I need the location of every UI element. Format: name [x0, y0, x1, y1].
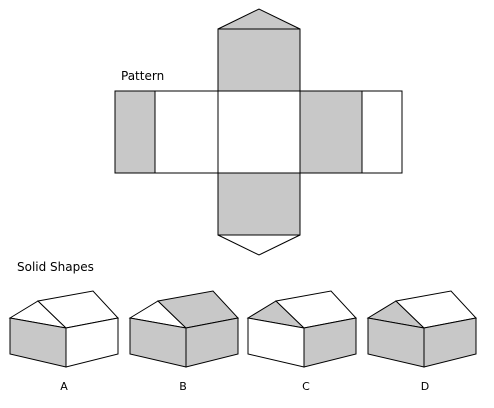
shape-c-side-face	[303, 317, 357, 368]
net-center-face	[217, 90, 301, 174]
option-a-label: A	[60, 380, 68, 393]
net-right-face	[299, 90, 363, 174]
shape-d-side-face	[423, 317, 477, 368]
net-left-face	[154, 90, 219, 174]
option-b-label: B	[179, 380, 187, 393]
net-left-strip	[114, 90, 156, 174]
shape-a-side-face	[65, 317, 119, 368]
pattern-label: Pattern	[121, 69, 164, 83]
net-top-face	[217, 28, 301, 92]
solid-shape-a	[8, 290, 119, 368]
net-right-strip	[361, 90, 403, 174]
net-top-triangle	[217, 8, 301, 30]
option-c-label: C	[302, 380, 310, 393]
net-bottom-face	[217, 172, 301, 236]
solid-shape-b	[128, 290, 239, 368]
shape-b-side-face	[185, 317, 239, 368]
net-bottom-triangle	[217, 234, 301, 256]
option-d-label: D	[421, 380, 429, 393]
pattern-net	[114, 8, 403, 256]
solid-shape-d	[366, 290, 477, 368]
solid-shape-c	[246, 290, 357, 368]
solid-shapes-label: Solid Shapes	[17, 260, 94, 274]
